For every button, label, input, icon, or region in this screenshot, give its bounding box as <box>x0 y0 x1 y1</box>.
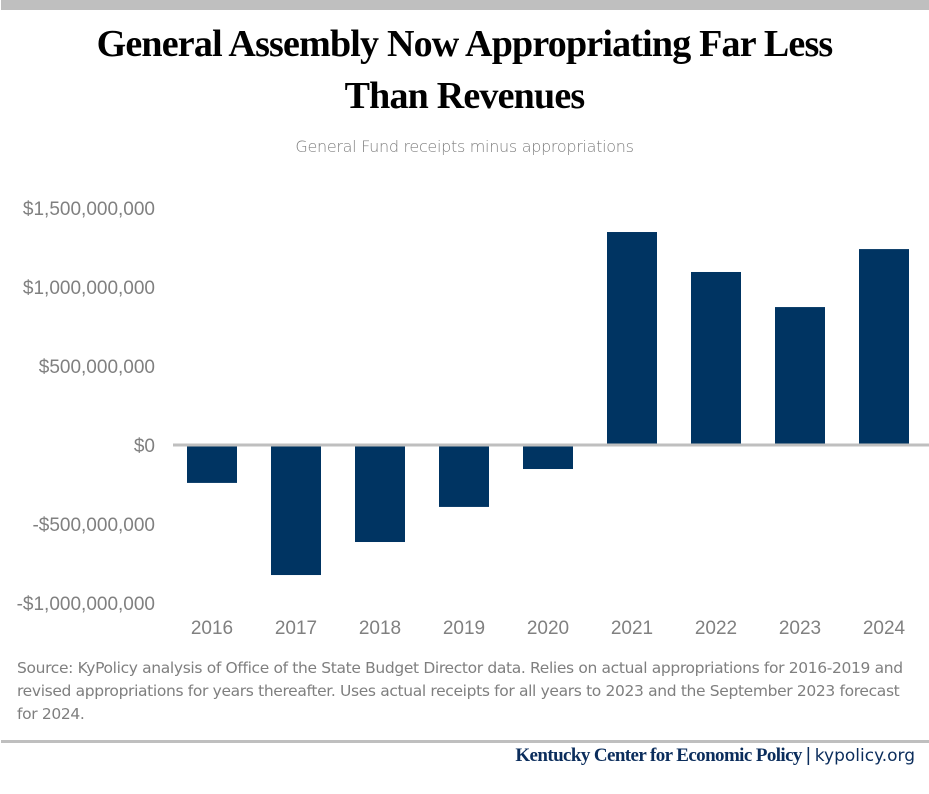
title-line-1: General Assembly Now Appropriating Far L… <box>96 23 834 65</box>
bar-2018 <box>355 445 405 543</box>
x-tick-label: 2023 <box>779 618 821 639</box>
org-name: Kentucky Center for Economic Policy <box>515 745 802 766</box>
chart-title: General Assembly Now Appropriating Far L… <box>0 18 929 122</box>
y-tick-label: $1,000,000,000 <box>23 278 155 299</box>
x-axis: 2016 2017 2018 2019 2020 2021 2022 2023 2024 <box>191 618 906 639</box>
bars <box>187 232 909 576</box>
bar-2019 <box>439 445 489 507</box>
bar-2022 <box>691 271 741 445</box>
title-line-2: Than Revenues <box>344 75 586 117</box>
y-tick-label: -$1,000,000,000 <box>17 594 155 615</box>
y-tick-label: -$500,000,000 <box>32 515 155 536</box>
footer-separator: | <box>805 745 811 766</box>
x-tick-label: 2021 <box>611 618 653 639</box>
chart-subtitle: General Fund receipts minus appropriatio… <box>295 137 634 156</box>
x-tick-label: 2016 <box>191 618 233 639</box>
x-tick-label: 2017 <box>275 618 317 639</box>
bar-2016 <box>187 445 237 483</box>
bar-chart: $1,500,000,000 $1,000,000,000 $500,000,000… <box>17 199 929 639</box>
top-accent-bar <box>1 0 929 10</box>
bar-2020 <box>523 445 573 470</box>
bar-2024 <box>859 249 909 445</box>
y-tick-label: $0 <box>134 436 155 457</box>
y-tick-label: $500,000,000 <box>39 357 155 378</box>
bar-2017 <box>271 445 321 576</box>
bar-2023 <box>775 307 825 445</box>
x-tick-label: 2022 <box>695 618 737 639</box>
website-link[interactable]: kypolicy.org <box>814 746 915 766</box>
footer-divider <box>1 740 929 743</box>
x-tick-label: 2024 <box>863 618 906 639</box>
x-tick-label: 2020 <box>527 618 569 639</box>
source-note: Source: KyPolicy analysis of Office of t… <box>17 659 903 723</box>
y-tick-label: $1,500,000,000 <box>23 199 155 220</box>
footer: Kentucky Center for Economic Policy | kypo… <box>515 745 915 767</box>
bar-2021 <box>607 232 657 445</box>
y-axis: $1,500,000,000 $1,000,000,000 $500,000,000… <box>17 199 155 615</box>
x-tick-label: 2018 <box>359 618 401 639</box>
x-tick-label: 2019 <box>443 618 485 639</box>
